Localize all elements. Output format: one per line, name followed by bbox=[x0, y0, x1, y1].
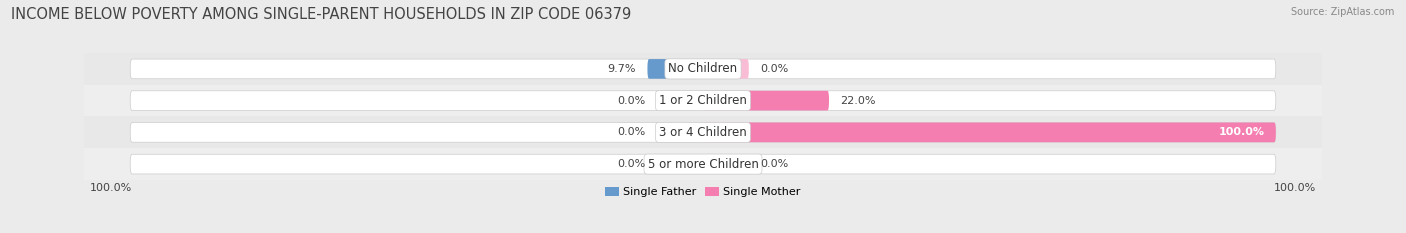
Text: 100.0%: 100.0% bbox=[1219, 127, 1264, 137]
FancyBboxPatch shape bbox=[131, 123, 1275, 142]
FancyBboxPatch shape bbox=[131, 91, 1275, 110]
Text: 100.0%: 100.0% bbox=[1274, 183, 1316, 193]
Text: 3 or 4 Children: 3 or 4 Children bbox=[659, 126, 747, 139]
FancyBboxPatch shape bbox=[657, 154, 703, 174]
Text: 9.7%: 9.7% bbox=[607, 64, 636, 74]
Text: 100.0%: 100.0% bbox=[90, 183, 132, 193]
FancyBboxPatch shape bbox=[84, 116, 1322, 148]
Text: 1 or 2 Children: 1 or 2 Children bbox=[659, 94, 747, 107]
Legend: Single Father, Single Mother: Single Father, Single Mother bbox=[606, 187, 800, 197]
FancyBboxPatch shape bbox=[703, 59, 749, 79]
FancyBboxPatch shape bbox=[657, 123, 703, 142]
FancyBboxPatch shape bbox=[131, 154, 1275, 174]
Text: 0.0%: 0.0% bbox=[761, 159, 789, 169]
Text: INCOME BELOW POVERTY AMONG SINGLE-PARENT HOUSEHOLDS IN ZIP CODE 06379: INCOME BELOW POVERTY AMONG SINGLE-PARENT… bbox=[11, 7, 631, 22]
FancyBboxPatch shape bbox=[131, 59, 1275, 79]
FancyBboxPatch shape bbox=[84, 148, 1322, 180]
Text: 0.0%: 0.0% bbox=[617, 127, 645, 137]
FancyBboxPatch shape bbox=[647, 59, 703, 79]
FancyBboxPatch shape bbox=[703, 154, 749, 174]
Text: 22.0%: 22.0% bbox=[841, 96, 876, 106]
FancyBboxPatch shape bbox=[84, 53, 1322, 85]
FancyBboxPatch shape bbox=[657, 91, 703, 110]
Text: 0.0%: 0.0% bbox=[617, 96, 645, 106]
FancyBboxPatch shape bbox=[703, 123, 1275, 142]
Text: 5 or more Children: 5 or more Children bbox=[648, 158, 758, 171]
Text: 0.0%: 0.0% bbox=[617, 159, 645, 169]
FancyBboxPatch shape bbox=[84, 85, 1322, 116]
Text: 0.0%: 0.0% bbox=[761, 64, 789, 74]
FancyBboxPatch shape bbox=[703, 91, 830, 110]
Text: Source: ZipAtlas.com: Source: ZipAtlas.com bbox=[1291, 7, 1395, 17]
Text: No Children: No Children bbox=[668, 62, 738, 75]
